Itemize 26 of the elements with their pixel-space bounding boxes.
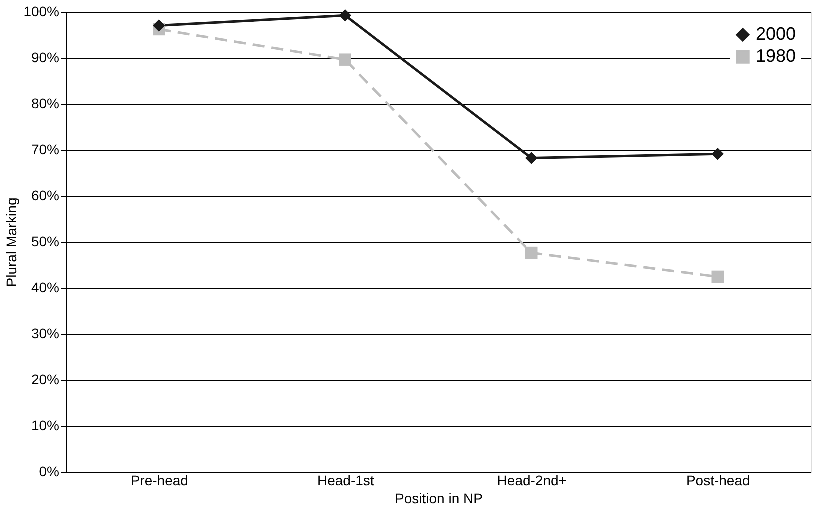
x-tick-label: Post-head	[686, 472, 750, 488]
y-tick-label: 90%	[31, 50, 60, 66]
y-tick-label: 80%	[31, 96, 60, 112]
x-tick-label: Head-1st	[317, 472, 374, 488]
point	[712, 270, 724, 284]
y-tick-label: 70%	[31, 142, 60, 158]
y-tick-label: 60%	[31, 188, 60, 204]
x-tick-label: Pre-head	[130, 472, 188, 488]
y-axis-title: Plural Marking	[4, 198, 20, 288]
legend-label: 1980	[756, 46, 796, 66]
y-tick-label: 100%	[24, 4, 60, 20]
point	[339, 54, 352, 66]
point	[153, 20, 166, 32]
x-tick-label: Head-2nd+	[497, 472, 567, 488]
y-tick-label: 20%	[31, 372, 60, 388]
y-tick-label: 50%	[31, 234, 60, 250]
y-tick-label: 10%	[31, 418, 60, 434]
legend-label: 2000	[756, 24, 796, 44]
point	[526, 246, 538, 260]
point	[526, 152, 538, 164]
y-tick-label: 40%	[31, 280, 60, 296]
point	[339, 10, 352, 22]
x-axis-title: Position in NP	[395, 490, 483, 506]
y-tick-label: 30%	[31, 326, 60, 342]
point	[712, 148, 724, 160]
y-tick-label: 0%	[39, 464, 60, 480]
